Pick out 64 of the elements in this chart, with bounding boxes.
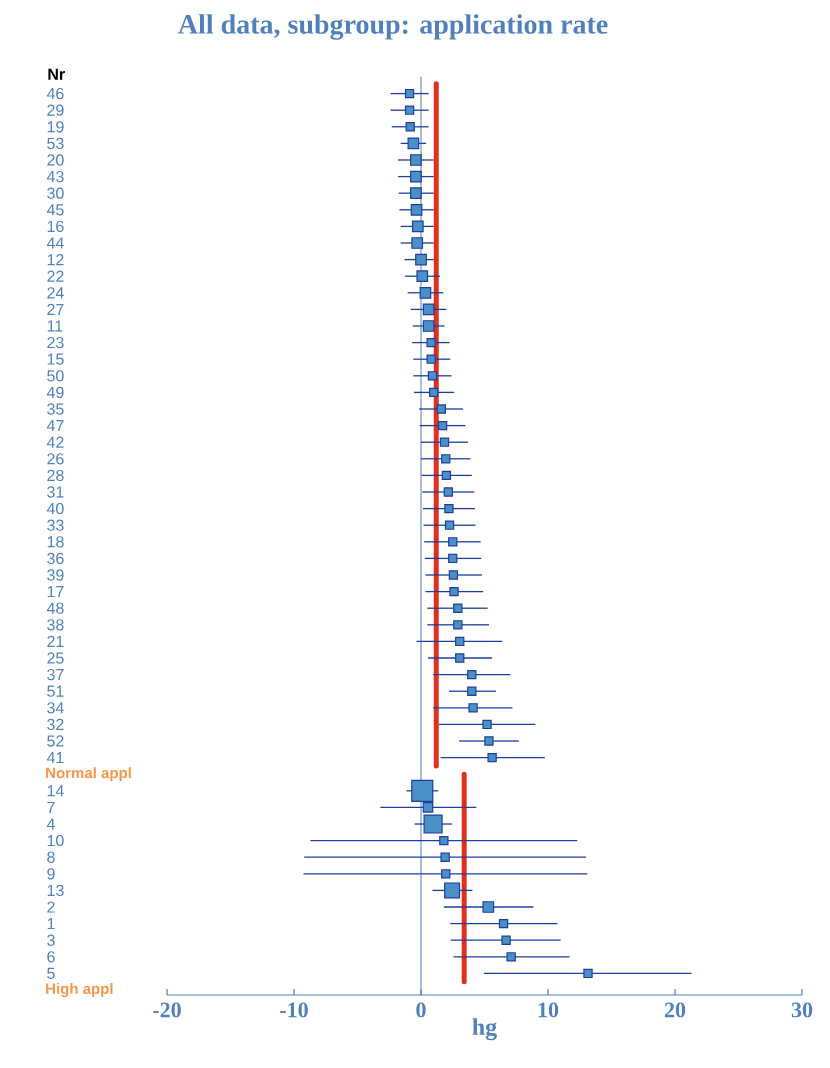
- y-tick-label: 16: [47, 220, 64, 233]
- y-tick-label: 36: [47, 552, 64, 565]
- y-tick-label: 2: [47, 901, 55, 913]
- y-tick-label: 31: [47, 486, 64, 498]
- y-tick-label: 38: [47, 619, 64, 631]
- y-tick-label: 44: [46, 237, 64, 249]
- y-tick-label: 5: [47, 967, 55, 979]
- y-tick-label: 1: [47, 918, 55, 930]
- y-tick-label: 21: [47, 635, 64, 647]
- y-tick-label: 10: [47, 834, 64, 847]
- chart-title: All data, subgroup: application rate: [178, 14, 608, 40]
- y-tick-label: 22: [47, 270, 64, 282]
- y-tick-label: 8: [47, 851, 55, 863]
- y-tick-label: 45: [46, 204, 64, 216]
- y-tick-label: 42: [46, 436, 64, 448]
- y-tick-label: 52: [47, 735, 64, 747]
- y-tick-label: 14: [47, 785, 64, 797]
- y-tick-label: 40: [46, 502, 64, 515]
- y-tick-label: 13: [47, 884, 64, 897]
- y-tick-label: 33: [47, 519, 64, 531]
- y-tick-label: 50: [47, 370, 64, 382]
- y-tick-label: 51: [47, 685, 64, 697]
- x-tick-label: 10: [538, 1002, 559, 1018]
- y-tick-label: 24: [47, 287, 64, 299]
- x-tick-label: 30: [791, 1002, 813, 1018]
- y-tick-label: 27: [47, 303, 64, 315]
- y-tick-label: 25: [47, 652, 64, 664]
- y-tick-label: 9: [47, 868, 55, 880]
- x-tick-label: -10: [280, 1002, 308, 1018]
- y-tick-label: 23: [47, 336, 64, 349]
- y-tick-label: 28: [47, 469, 64, 482]
- y-tick-label: 12: [47, 254, 64, 266]
- x-tick-label: 0: [416, 1002, 426, 1018]
- y-tick-label: 6: [47, 951, 55, 963]
- y-tick-label: 46: [46, 87, 64, 100]
- y-tick-label: 7: [47, 801, 55, 813]
- y-tick-label: 41: [46, 752, 64, 764]
- y-tick-label: 29: [47, 104, 64, 116]
- x-tick-label: 20: [664, 1002, 686, 1018]
- y-tick-label: 47: [46, 420, 64, 432]
- y-tick-label: 17: [47, 586, 64, 598]
- y-tick-label: 4: [46, 818, 55, 830]
- y-tick-label: 26: [47, 453, 64, 465]
- y-tick-label: 53: [47, 137, 64, 150]
- y-tick-label: 39: [47, 569, 64, 581]
- y-tick-label: 18: [47, 536, 64, 548]
- y-tick-label: 48: [46, 602, 64, 614]
- text: Normal appl: [46, 767, 131, 782]
- x-tick-label: -20: [153, 1002, 181, 1018]
- y-tick-label: 49: [46, 386, 64, 399]
- y-tick-label: 3: [47, 934, 55, 946]
- y-tick-label: 19: [47, 121, 64, 133]
- y-tick-label: 15: [47, 353, 64, 365]
- y-tick-label: 11: [47, 320, 63, 332]
- y-tick-label: 43: [46, 170, 64, 183]
- y-tick-label: 30: [47, 187, 64, 199]
- y-tick-label: 35: [47, 403, 64, 415]
- y-tick-label: 34: [47, 702, 64, 714]
- y-tick-label: 20: [47, 154, 64, 166]
- y-tick-label: 32: [47, 718, 64, 731]
- y-tick-label: 37: [47, 668, 64, 681]
- text: High appl: [46, 982, 113, 998]
- x-axis-title: hg: [472, 1018, 497, 1041]
- y-axis-title: Nr: [48, 68, 65, 80]
